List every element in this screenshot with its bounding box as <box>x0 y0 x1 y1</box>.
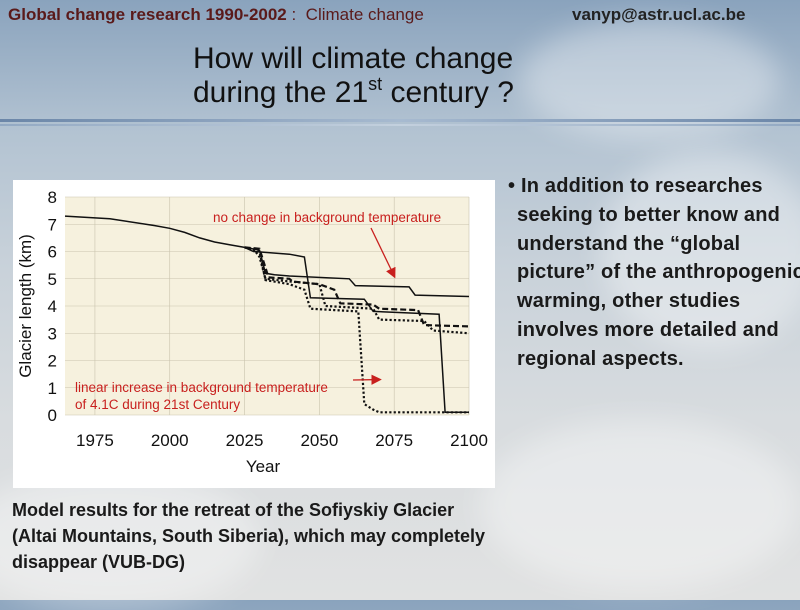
slide-title-line2: during the 21st century ? <box>193 76 613 110</box>
y-tick-label: 6 <box>48 243 57 262</box>
y-tick-label: 1 <box>48 379 57 398</box>
y-tick-label: 0 <box>48 406 57 425</box>
title-line2-post: century ? <box>382 76 514 109</box>
y-tick-label: 2 <box>48 352 57 371</box>
y-tick-label: 4 <box>48 297 57 316</box>
y-tick-label: 8 <box>48 188 57 207</box>
x-tick-label: 2000 <box>151 431 189 450</box>
annotation-text: of 4.1C during 21st Century <box>75 397 240 412</box>
x-tick-label: 2100 <box>450 431 488 450</box>
title-divider-secondary <box>0 124 800 126</box>
bullet-point: • In addition to researches seeking to b… <box>508 172 800 374</box>
figure-caption: Model results for the retreat of the Sof… <box>12 497 502 575</box>
x-tick-label: 2075 <box>375 431 413 450</box>
y-tick-label: 5 <box>48 270 57 289</box>
title-line2-pre: during the 21 <box>193 76 368 109</box>
header-separator: : <box>287 5 301 24</box>
glacier-chart: no change in background temperature linea… <box>13 180 495 488</box>
y-tick-label: 7 <box>48 215 57 234</box>
title-superscript: st <box>368 74 382 94</box>
header-email: vanyp@astr.ucl.ac.be <box>572 5 745 25</box>
x-tick-label: 2025 <box>226 431 264 450</box>
x-axis-label: Year <box>246 457 281 476</box>
cloud-decoration <box>480 420 800 590</box>
title-divider <box>0 119 800 122</box>
slide-title-line1: How will climate change <box>193 42 613 76</box>
header-course-title: Global change research 1990-2002 : Clima… <box>8 5 424 25</box>
header-course-name: Global change research 1990-2002 <box>8 5 287 24</box>
y-tick-label: 3 <box>48 324 57 343</box>
y-axis-label: Glacier length (km) <box>16 234 35 378</box>
x-tick-label: 1975 <box>76 431 114 450</box>
annotation-text: no change in background temperature <box>213 210 441 225</box>
annotation-text: linear increase in background temperatur… <box>75 380 328 395</box>
header-topic: Climate change <box>301 5 424 24</box>
glacier-chart-svg: no change in background temperature linea… <box>13 180 495 488</box>
x-tick-label: 2050 <box>300 431 338 450</box>
slide-title: How will climate change during the 21st … <box>193 42 613 110</box>
